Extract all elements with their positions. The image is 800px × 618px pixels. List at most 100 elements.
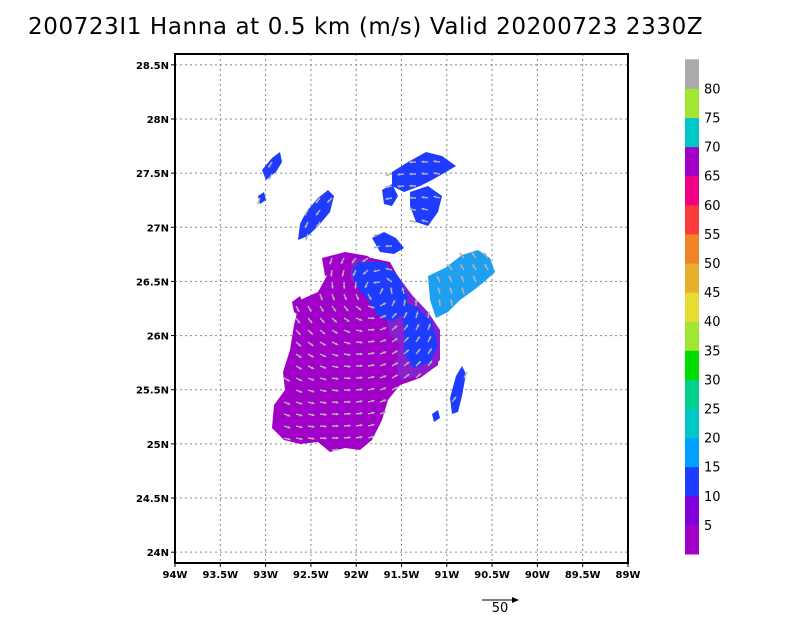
- wind-vector-head: [460, 264, 464, 268]
- wind-vector-head: [344, 297, 347, 301]
- wind-vector-head: [321, 319, 325, 323]
- wind-vector-head: [335, 436, 339, 440]
- wind-vector-head: [394, 325, 398, 329]
- wind-vector-head: [421, 219, 425, 223]
- colorbar-label: 55: [704, 228, 721, 243]
- wind-vector-head: [394, 386, 398, 390]
- wind-vector-head: [335, 389, 339, 392]
- wind-vector-head: [359, 423, 363, 427]
- wind-vector-head: [428, 336, 432, 340]
- wind-vector-head: [371, 435, 375, 439]
- wind-vector-head: [371, 423, 375, 427]
- wind-vector-head: [472, 264, 476, 268]
- wind-vector-head: [308, 308, 312, 312]
- colorbar-label: 80: [704, 82, 721, 97]
- wind-vector-head: [342, 285, 346, 289]
- wind-vector-head: [392, 300, 396, 304]
- colorbar-label: 15: [704, 461, 721, 476]
- wind-vector-head: [299, 425, 303, 429]
- wind-vector-head: [347, 376, 351, 380]
- colorbar-swatch: [685, 88, 699, 118]
- wind-vector-head: [311, 366, 315, 369]
- colorbar-swatch: [685, 204, 699, 235]
- wind-vector-head: [346, 319, 350, 322]
- wind-vector-head: [331, 285, 334, 289]
- wind-vector-head: [394, 350, 398, 354]
- wind-vector-head: [330, 273, 333, 277]
- wind-vector-head: [436, 276, 440, 280]
- wind-vector-head: [299, 437, 303, 441]
- wind-vector-head: [359, 435, 363, 439]
- wind-vector-head: [383, 399, 387, 403]
- wind-vector-head: [311, 389, 315, 393]
- wind-vector-head: [371, 411, 375, 415]
- wind-vector-head: [406, 349, 409, 353]
- wind-vector-head: [347, 412, 351, 416]
- wind-vector-head: [311, 401, 315, 405]
- wind-vector-head: [311, 413, 315, 417]
- wind-vector-head: [385, 197, 389, 201]
- wind-vector-head: [323, 424, 327, 428]
- x-tick-label: 89.5W: [565, 570, 601, 581]
- wind-vector-head: [394, 362, 398, 366]
- echo-cell-north-5: [372, 232, 404, 254]
- wind-vector-head: [305, 237, 308, 241]
- colorbar-swatch: [685, 321, 699, 351]
- wind-vector-head: [409, 160, 413, 164]
- x-tick-label: 92W: [344, 570, 369, 581]
- wind-vector-layer: [257, 160, 489, 452]
- colorbar-swatch: [685, 524, 699, 555]
- wind-vector-head: [364, 284, 368, 288]
- wind-vector-head: [385, 244, 389, 248]
- colorbar-label: 10: [704, 490, 721, 505]
- wind-vector-head: [335, 448, 339, 452]
- wind-vector-head: [315, 200, 319, 204]
- y-tick-label: 26N: [147, 332, 169, 343]
- colorbar-swatch: [685, 292, 699, 322]
- colorbar-swatch: [685, 146, 699, 177]
- echo-cell-north-4: [262, 152, 282, 180]
- wind-vector-head: [371, 340, 375, 343]
- wind-vector-head: [394, 338, 398, 341]
- wind-vector-head: [459, 252, 463, 256]
- wind-vector-head: [287, 413, 291, 417]
- x-tick-label: 90W: [525, 570, 550, 581]
- wind-vector-head: [405, 324, 409, 328]
- x-tick-label: 92.5W: [293, 570, 329, 581]
- wind-vector-head: [351, 260, 355, 264]
- wind-vector-head: [428, 348, 432, 352]
- x-tick-label: 89W: [616, 570, 641, 581]
- wind-vector-head: [358, 307, 362, 311]
- wind-vector-head: [320, 308, 324, 312]
- wind-vector-head: [433, 160, 437, 163]
- colorbar-swatch: [685, 379, 699, 409]
- wind-vector-head: [421, 207, 425, 211]
- colorbar-swatch: [685, 263, 699, 293]
- wind-vector-head: [347, 330, 351, 333]
- wind-vector-head: [309, 320, 313, 324]
- wind-vector-head: [335, 342, 339, 345]
- wind-vector-head: [473, 275, 476, 279]
- wind-vector-head: [297, 331, 301, 335]
- wind-vector-head: [347, 400, 351, 404]
- wind-vector-head: [359, 400, 363, 403]
- wind-vector-head: [421, 195, 425, 199]
- wind-vector-head: [363, 271, 367, 275]
- wind-vector-head: [405, 337, 409, 341]
- wind-vector-head: [322, 342, 326, 346]
- colorbar: 5 10 15 20 25 30 35 40 45 50 55 60 65 70 75 80: [685, 59, 721, 555]
- radar-echo-layer: [258, 152, 495, 452]
- wind-vector-head: [371, 375, 375, 379]
- wind-vector-head: [437, 287, 441, 291]
- y-tick-label: 24.5N: [136, 494, 169, 505]
- wind-vector-head: [397, 184, 401, 188]
- y-tick-label: 28N: [147, 115, 169, 126]
- wind-vector-head: [323, 401, 327, 405]
- x-tick-label: 91.5W: [384, 570, 420, 581]
- wind-vector-head: [268, 164, 272, 168]
- wind-vector-head: [341, 273, 345, 277]
- wind-vector-head: [304, 224, 308, 228]
- wind-vector-head: [316, 224, 320, 228]
- wind-vector-head: [359, 388, 363, 392]
- wind-vector-head: [433, 171, 437, 175]
